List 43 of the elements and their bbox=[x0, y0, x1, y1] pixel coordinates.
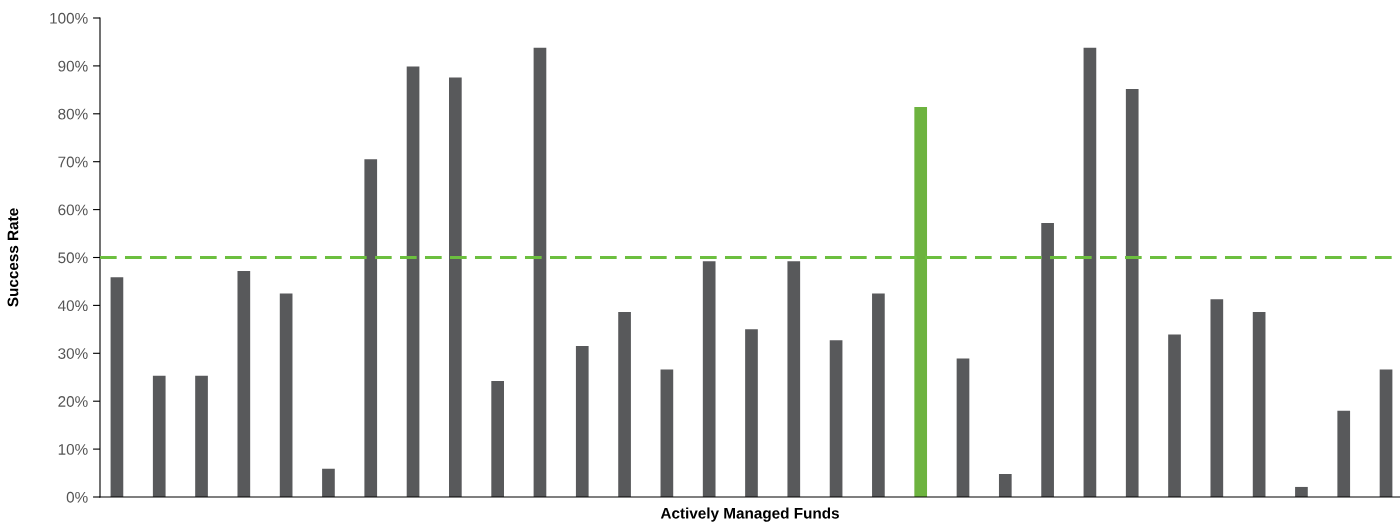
y-tick-label: 100% bbox=[50, 12, 88, 24]
y-tick-label: 80% bbox=[58, 108, 88, 120]
y-tick-label: 70% bbox=[58, 156, 88, 168]
bar bbox=[237, 270, 251, 497]
y-tick-label: 10% bbox=[58, 443, 88, 455]
y-tick-label: 90% bbox=[58, 60, 88, 72]
bar bbox=[364, 159, 378, 497]
bar bbox=[152, 375, 166, 497]
y-tick-label: 0% bbox=[66, 491, 88, 503]
bar bbox=[745, 329, 758, 497]
bar bbox=[449, 77, 462, 497]
bar bbox=[1125, 88, 1139, 497]
bar bbox=[322, 468, 335, 497]
bar bbox=[702, 261, 716, 497]
bar bbox=[1295, 486, 1308, 497]
bar bbox=[1379, 369, 1393, 497]
bar bbox=[1252, 312, 1266, 497]
bar bbox=[1168, 334, 1181, 497]
bar bbox=[1083, 47, 1097, 497]
x-axis-title: Actively Managed Funds bbox=[660, 507, 839, 522]
bar bbox=[279, 293, 293, 497]
bar bbox=[829, 340, 843, 497]
bar bbox=[491, 381, 504, 497]
bar bbox=[1210, 299, 1224, 497]
bar bbox=[1337, 410, 1351, 497]
bar bbox=[618, 312, 631, 497]
bar bbox=[956, 358, 970, 497]
bar bbox=[998, 474, 1012, 497]
bar bbox=[533, 47, 547, 497]
bar bbox=[660, 369, 674, 497]
y-tick-label: 20% bbox=[58, 396, 88, 407]
bar bbox=[872, 293, 885, 497]
bar bbox=[195, 375, 208, 497]
bar bbox=[575, 346, 589, 497]
y-axis-title: Success Rate bbox=[7, 208, 19, 307]
y-tick-label: 40% bbox=[57, 300, 88, 312]
y-tick-label: 30% bbox=[58, 348, 88, 359]
bar bbox=[406, 66, 420, 497]
bar bbox=[787, 261, 801, 497]
bar bbox=[1041, 223, 1054, 497]
y-tick-label: 60% bbox=[58, 204, 88, 216]
bar bbox=[110, 277, 124, 497]
y-tick-label: 50% bbox=[58, 252, 88, 264]
